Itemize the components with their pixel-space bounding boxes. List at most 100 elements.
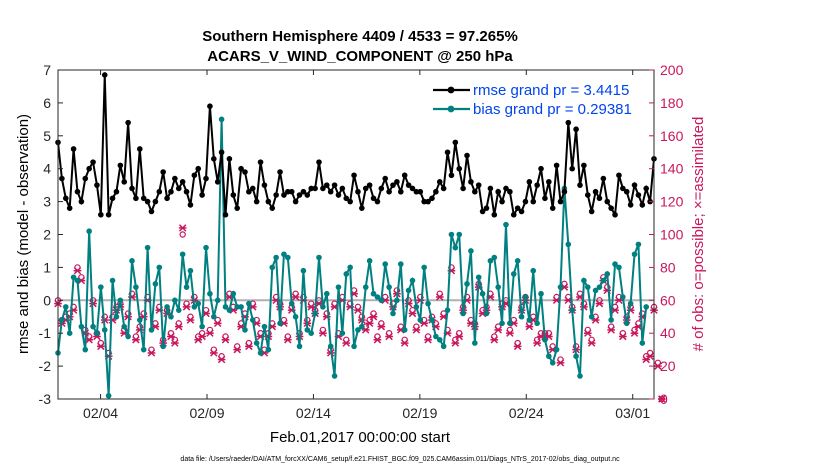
bias-point <box>425 300 431 307</box>
bias-point <box>117 297 124 304</box>
rmse-point <box>440 185 447 192</box>
rmse-point <box>374 198 381 205</box>
obs-assimilated-marker <box>412 326 421 334</box>
rmse-point <box>510 211 517 218</box>
rmse-point <box>635 192 642 198</box>
data-file-footnote: data file: /Users/raeder/DAI/ATM_forcXX/… <box>180 456 620 463</box>
rmse-point <box>359 205 365 211</box>
bias-point <box>553 346 560 353</box>
bias-point <box>538 290 544 297</box>
rmse-point <box>253 198 260 205</box>
rmse-point <box>444 149 451 156</box>
bias-point <box>218 116 225 123</box>
rmse-point <box>82 175 89 182</box>
bias-point <box>584 284 591 290</box>
bias-point <box>277 320 283 327</box>
bias-point <box>222 304 229 310</box>
obs-assimilated-marker <box>595 299 604 308</box>
x-tick-label: 02/14 <box>296 405 331 421</box>
bias-point <box>409 277 416 284</box>
bias-point <box>378 297 385 304</box>
obs-assimilated-marker <box>171 339 179 347</box>
bias-point <box>335 284 342 290</box>
bias-point <box>429 317 435 323</box>
bias-point <box>125 333 131 340</box>
rmse-point <box>417 188 424 195</box>
bias-point <box>546 353 552 360</box>
bias-point <box>472 340 478 346</box>
rmse-point <box>433 188 439 195</box>
bias-point <box>631 251 638 258</box>
rmse-point <box>211 156 217 162</box>
rmse-point <box>144 198 151 205</box>
obs-assimilated-marker <box>654 362 662 370</box>
rmse-point <box>269 205 276 211</box>
rmse-point <box>639 202 646 208</box>
obs-assimilated-marker <box>607 326 615 334</box>
rmse-point <box>425 198 431 205</box>
obs-assimilated-marker <box>233 345 242 354</box>
obs-assimilated-marker <box>124 313 132 321</box>
rmse-point <box>86 165 92 172</box>
rmse-point <box>148 208 155 215</box>
obs-assimilated-marker <box>657 395 666 403</box>
x-axis: 02/04 02/09 02/14 02/19 02/24 03/01 <box>83 70 650 421</box>
bias-point <box>355 327 361 333</box>
obs-assimilated-marker <box>533 339 541 347</box>
obs-assimilated-marker <box>206 329 214 337</box>
bias-point <box>74 277 81 284</box>
rmse-point <box>214 179 221 185</box>
bias-point <box>175 307 182 313</box>
rmse-point <box>405 182 412 188</box>
rmse-point <box>584 192 591 198</box>
rmse-point <box>191 172 198 179</box>
obs-assimilated-marker <box>373 336 382 344</box>
bias-point <box>413 304 420 310</box>
bias-point <box>359 323 365 330</box>
rmse-point <box>257 159 264 165</box>
bias-point <box>140 346 147 353</box>
bias-point <box>351 343 357 350</box>
bias-point <box>86 228 92 235</box>
bias-point <box>464 281 470 287</box>
bias-point <box>66 330 73 337</box>
bias-point <box>164 304 170 310</box>
bias-point <box>308 330 315 337</box>
bias-point <box>133 284 139 290</box>
bias-point <box>144 244 151 251</box>
bias-point <box>156 264 163 271</box>
rmse-point <box>281 192 287 198</box>
rmse-point <box>429 195 435 202</box>
chart-subtitle: ACARS_V_WIND_COMPONENT @ 250 hPa <box>207 48 513 65</box>
obs-assimilated-marker <box>97 342 105 351</box>
bias-point <box>581 277 587 284</box>
bias-point <box>265 346 272 353</box>
rmse-point <box>436 179 443 185</box>
y-left-tick-label: 7 <box>43 62 51 78</box>
bias-point <box>514 258 521 264</box>
bias-point <box>542 336 548 343</box>
obs-assimilated-marker <box>365 319 374 328</box>
obs-assimilated-marker <box>307 303 316 311</box>
obs-assimilated-marker <box>245 342 253 351</box>
bias-point <box>526 317 533 323</box>
bias-point <box>327 343 334 350</box>
legend-rmse-marker <box>447 86 455 94</box>
rmse-point <box>246 188 252 195</box>
rmse-point <box>249 185 256 192</box>
rmse-point <box>113 188 120 195</box>
bias-point <box>187 267 194 274</box>
rmse-point <box>456 165 463 172</box>
bias-point <box>94 330 100 337</box>
obs-assimilated-marker <box>525 322 534 331</box>
obs-assimilated-marker <box>291 293 300 301</box>
obs-assimilated-marker <box>583 329 592 337</box>
rmse-point <box>117 162 124 169</box>
bias-point <box>304 327 311 333</box>
rmse-point <box>331 182 338 188</box>
bias-point <box>417 317 424 323</box>
bias-point <box>62 304 69 310</box>
rmse-point <box>62 195 69 202</box>
x-tick-label: 02/09 <box>189 405 224 421</box>
y-right-tick-label: 180 <box>660 95 684 111</box>
